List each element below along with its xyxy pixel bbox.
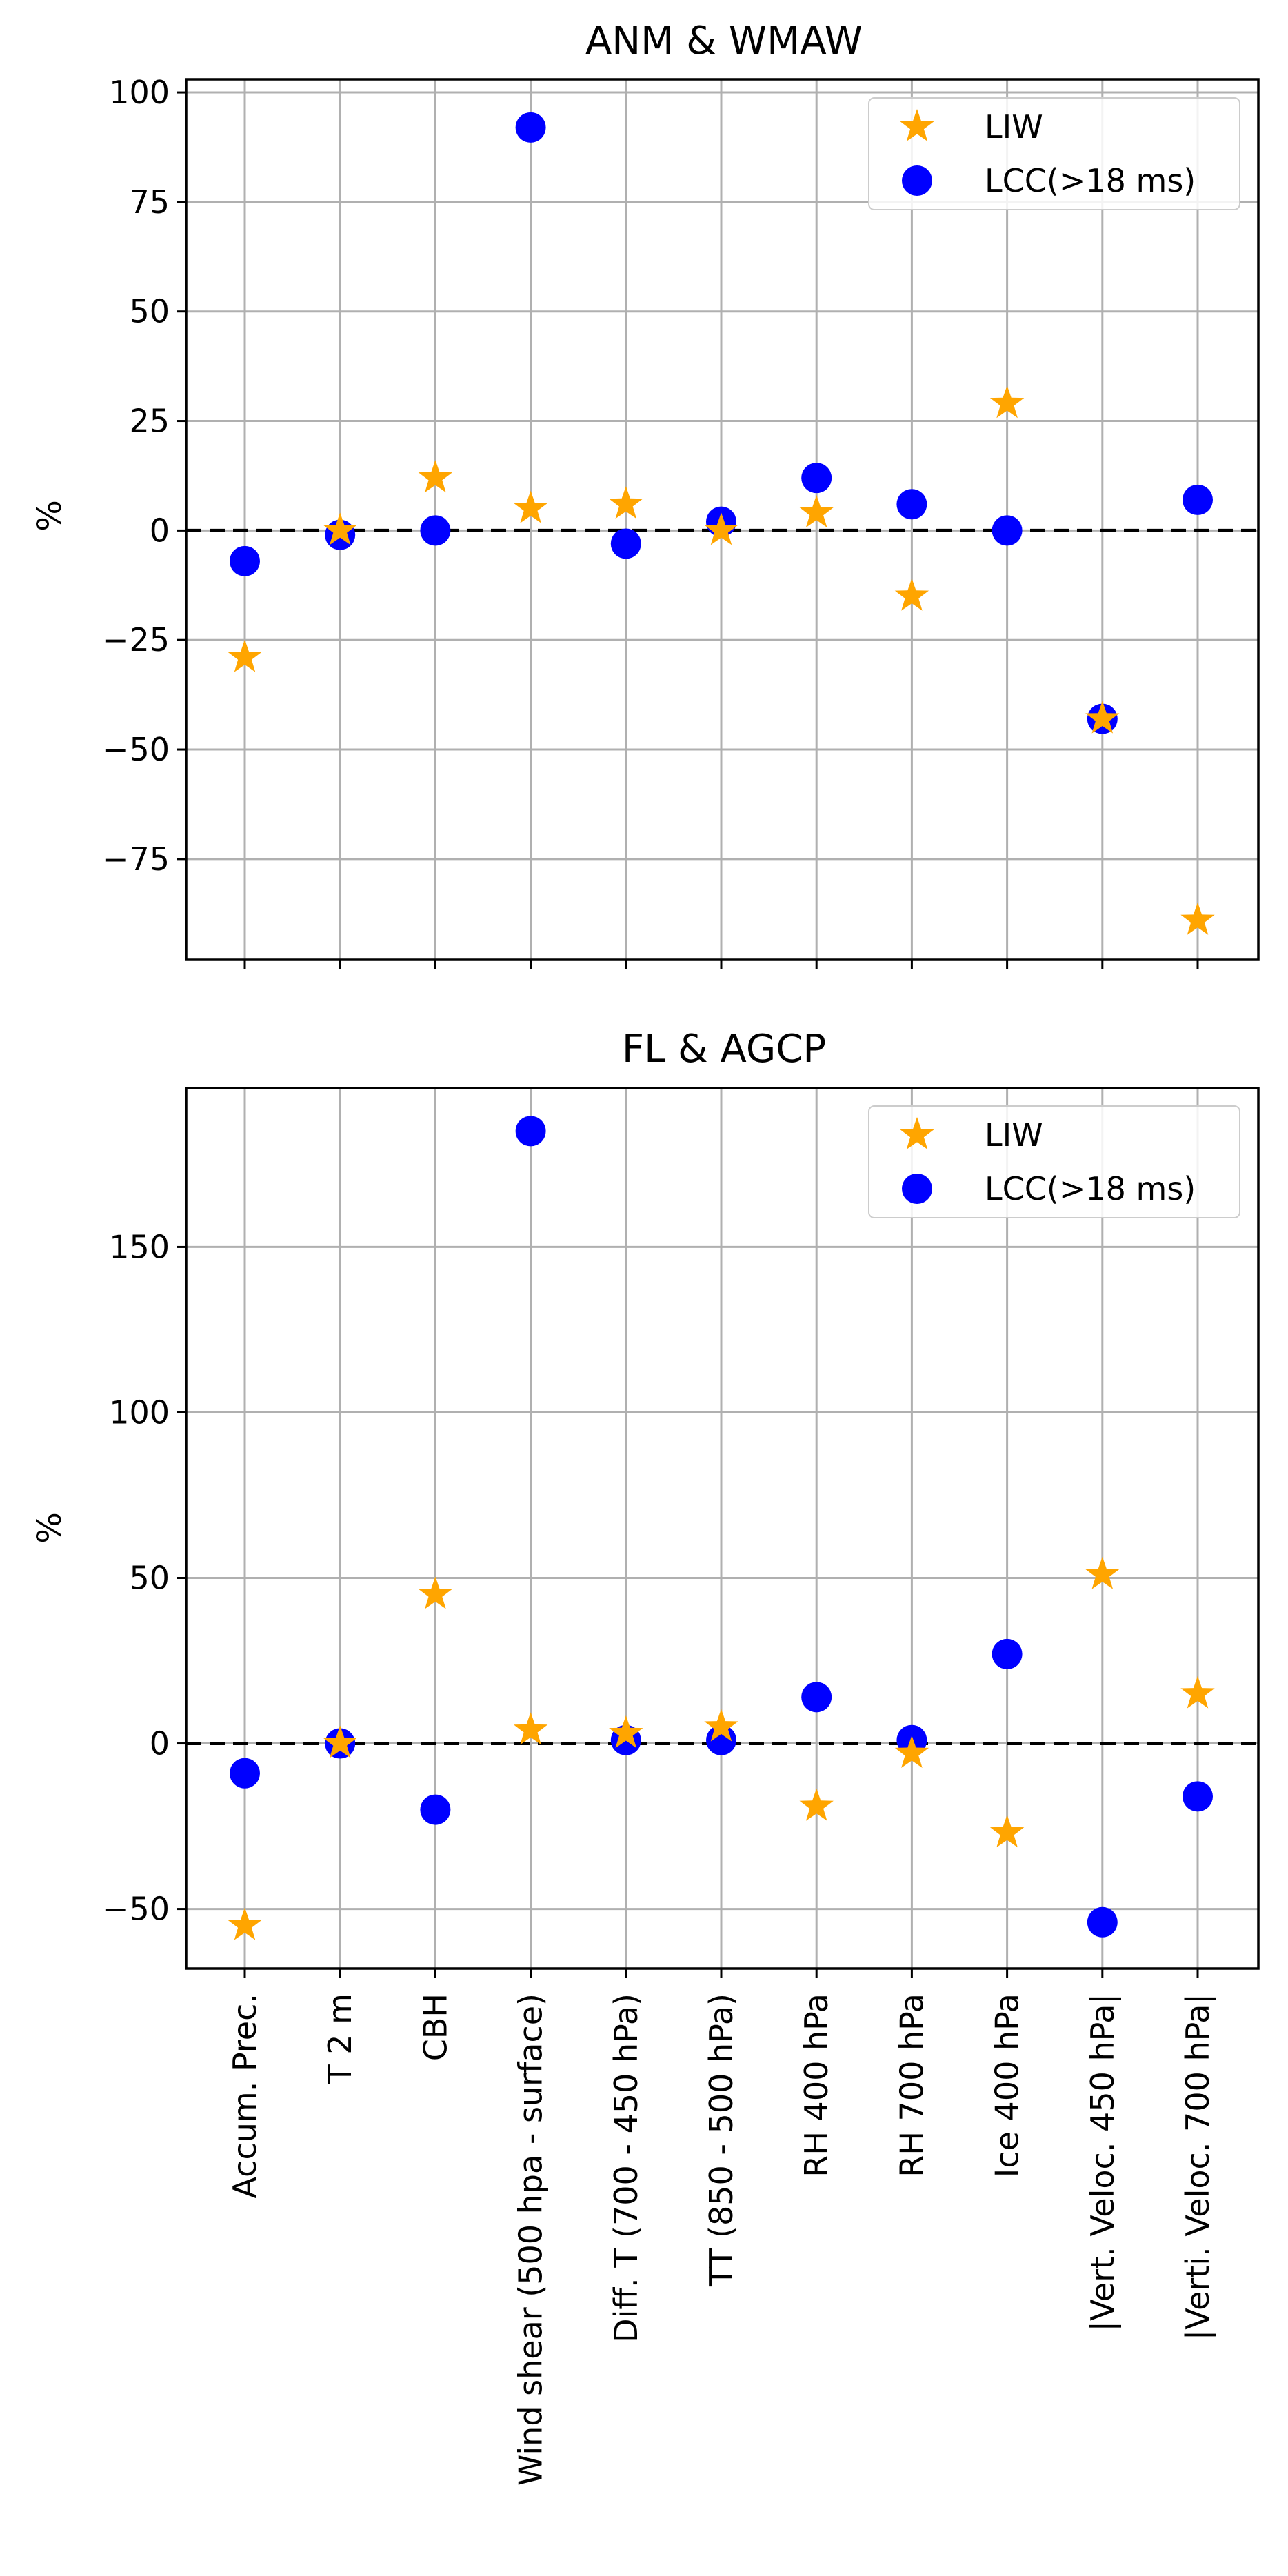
legend-lcc-label: LCC(>18 ms) [985, 1170, 1196, 1207]
liw-point-verti-veloc-700-hpa [1180, 1676, 1215, 1709]
y-axis-ticks: −50 0 50 100 150 [103, 1228, 186, 1928]
lcc-point-vert-veloc-450-hpa [1087, 1906, 1118, 1938]
x-category-labels: Accum. Prec. T 2 m CBH Wind shear (500 hpa … [226, 1993, 1217, 2486]
grid-lines [186, 79, 1258, 960]
x-tick-label-ice-400-hpa: Ice 400 hPa [989, 1993, 1026, 2177]
lcc-point-wind-shear-500-hpa-surface [515, 1116, 546, 1147]
star-marker [900, 109, 934, 141]
liw-point-accum-prec [228, 1907, 262, 1940]
lcc-point-accum-prec [230, 545, 260, 576]
x-axis-ticks [243, 1969, 1199, 1978]
y-tick-label: 100 [109, 74, 170, 111]
x-tick-label-tt-850-500-hpa: TT (850 - 500 hPa) [703, 1993, 740, 2287]
legend-lcc-marker [902, 165, 932, 196]
x-tick-label-rh-700-hpa: RH 700 hPa [893, 1993, 930, 2177]
y-axis-label: % [30, 500, 69, 532]
chart-title: ANM & WMAW [585, 19, 863, 63]
lcc-point-wind-shear-500-hpa-surface [515, 112, 546, 143]
liw-point-rh-700-hpa [894, 578, 929, 611]
lcc-point-diff-t-700-450-hpa [610, 528, 641, 559]
lcc-point-rh-700-hpa [896, 489, 927, 520]
data-points [228, 1116, 1215, 1940]
x-tick-label-cbh: CBH [416, 1993, 454, 2061]
legend-lcc-label: LCC(>18 ms) [985, 162, 1196, 199]
liw-point-accum-prec [228, 639, 262, 672]
y-tick-label: −75 [103, 841, 170, 878]
liw-point-wind-shear-500-hpa-surface [513, 1712, 548, 1745]
legend-box [868, 97, 1240, 210]
liw-point-ice-400-hpa [989, 1815, 1025, 1848]
lcc-point-cbh [420, 1794, 451, 1825]
circle-marker [902, 165, 932, 196]
lcc-point-verti-veloc-700-hpa [1183, 484, 1213, 515]
data-points [228, 112, 1215, 935]
lcc-point-ice-400-hpa [992, 515, 1023, 546]
legend-lcc-marker [902, 1174, 932, 1204]
liw-point-vert-veloc-450-hpa [1085, 701, 1120, 734]
y-tick-label: −25 [103, 621, 170, 658]
liw-point-cbh [418, 1576, 453, 1609]
star-marker [900, 1117, 934, 1149]
liw-point-t-2-m [323, 512, 357, 545]
x-tick-label-diff-t-700-450-hpa: Diff. T (700 - 450 hPa) [607, 1993, 645, 2343]
liw-point-vert-veloc-450-hpa [1085, 1556, 1120, 1589]
y-tick-label: 0 [150, 512, 170, 549]
liw-point-diff-t-700-450-hpa [609, 486, 643, 519]
legend-liw-label: LIW [985, 108, 1043, 145]
y-tick-label: 25 [129, 403, 170, 440]
y-tick-label: −50 [103, 1891, 170, 1928]
x-tick-label-verti-veloc-700-hpa: |Verti. Veloc. 700 hPa| [1179, 1993, 1217, 2340]
liw-point-diff-t-700-450-hpa [609, 1715, 643, 1749]
legend-liw-marker [900, 1117, 934, 1149]
legend-box [868, 1105, 1240, 1218]
legend-liw-label: LIW [985, 1116, 1043, 1154]
lcc-point-rh-400-hpa [801, 463, 832, 494]
chart-panel-fl-agcp: FL & AGCP % −50 0 50 100 150 Accum. Prec. T 2… [30, 1027, 1260, 2486]
x-axis-ticks [243, 960, 1199, 969]
y-tick-label: 100 [109, 1393, 170, 1431]
liw-point-ice-400-hpa [989, 385, 1025, 419]
y-tick-label: −50 [103, 731, 170, 768]
y-tick-label: 0 [150, 1725, 170, 1762]
lcc-point-rh-400-hpa [801, 1682, 832, 1713]
x-tick-label-accum-prec: Accum. Prec. [226, 1993, 263, 2199]
liw-point-tt-850-500-hpa [704, 512, 738, 545]
liw-point-wind-shear-500-hpa-surface [513, 490, 548, 523]
lcc-point-cbh [420, 515, 451, 546]
liw-point-rh-400-hpa [799, 1788, 834, 1821]
liw-point-rh-400-hpa [799, 495, 834, 527]
lcc-point-ice-400-hpa [992, 1638, 1023, 1669]
x-tick-label-vert-veloc-450-hpa: |Vert. Veloc. 450 hPa| [1084, 1993, 1122, 2331]
x-tick-label-wind-shear-500-hpa-surface: Wind shear (500 hpa - surface) [512, 1993, 550, 2486]
y-axis-ticks: −75 −50 −25 0 25 50 75 100 [103, 74, 186, 878]
x-tick-label-rh-400-hpa: RH 400 hPa [798, 1993, 835, 2177]
chart-panel-anm-wmaw: ANM & WMAW % −75 −50 −25 0 25 50 75 100 LIW LCC… [30, 19, 1260, 969]
y-tick-label: 75 [129, 183, 170, 221]
liw-point-t-2-m [323, 1725, 357, 1758]
grid-lines [186, 1088, 1258, 1969]
legend: LIW LCC(>18 ms) [868, 97, 1240, 210]
chart-title: FL & AGCP [622, 1027, 826, 1071]
y-tick-label: 50 [129, 1560, 170, 1597]
y-axis-label: % [30, 1512, 69, 1544]
liw-point-tt-850-500-hpa [704, 1709, 738, 1742]
circle-marker [902, 1174, 932, 1204]
y-tick-label: 50 [129, 293, 170, 330]
liw-point-verti-veloc-700-hpa [1180, 902, 1215, 935]
legend: LIW LCC(>18 ms) [868, 1105, 1240, 1218]
y-tick-label: 150 [109, 1228, 170, 1265]
lcc-point-accum-prec [230, 1758, 260, 1789]
lcc-point-verti-veloc-700-hpa [1183, 1781, 1213, 1812]
legend-liw-marker [900, 109, 934, 141]
liw-point-rh-700-hpa [894, 1735, 929, 1768]
x-tick-label-t-2-m: T 2 m [321, 1993, 359, 2084]
liw-point-cbh [418, 460, 453, 493]
